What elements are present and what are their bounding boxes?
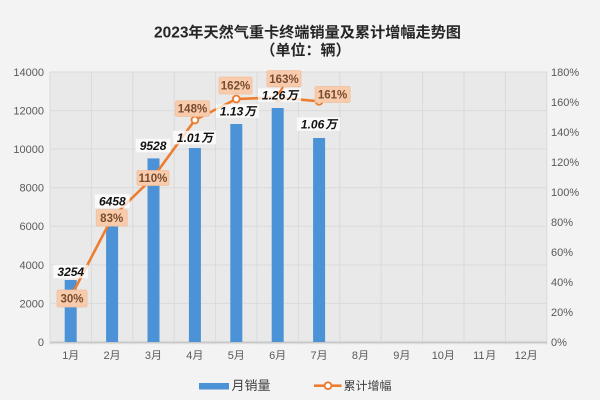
svg-text:110%: 110% xyxy=(139,173,168,185)
svg-text:8000: 8000 xyxy=(20,183,44,195)
svg-text:9528: 9528 xyxy=(140,139,167,153)
svg-text:6458: 6458 xyxy=(99,194,126,208)
svg-text:20%: 20% xyxy=(551,307,573,319)
svg-text:30%: 30% xyxy=(60,294,83,306)
svg-text:160%: 160% xyxy=(551,97,579,109)
svg-text:6: 6 xyxy=(269,350,275,362)
svg-text:1.06: 1.06 xyxy=(301,117,325,131)
svg-text:12000: 12000 xyxy=(13,106,44,118)
svg-text:1.13: 1.13 xyxy=(220,104,244,118)
svg-text:12: 12 xyxy=(515,350,527,362)
svg-text:3254: 3254 xyxy=(57,265,84,279)
svg-text:83%: 83% xyxy=(100,213,123,225)
svg-text:5: 5 xyxy=(228,350,234,362)
svg-text:1: 1 xyxy=(62,350,68,362)
svg-text:162%: 162% xyxy=(221,81,250,93)
svg-text:0%: 0% xyxy=(551,337,567,349)
svg-text:10: 10 xyxy=(432,350,444,362)
svg-text:3: 3 xyxy=(145,350,151,362)
svg-text:8: 8 xyxy=(352,350,358,362)
svg-text:4000: 4000 xyxy=(20,260,44,272)
svg-text:40%: 40% xyxy=(551,277,573,289)
svg-text:80%: 80% xyxy=(551,217,573,229)
svg-text:2000: 2000 xyxy=(20,298,44,310)
svg-text:2: 2 xyxy=(104,350,110,362)
svg-text:180%: 180% xyxy=(551,67,579,79)
svg-text:2023: 2023 xyxy=(154,25,189,42)
svg-text:148%: 148% xyxy=(178,104,207,116)
svg-text:10000: 10000 xyxy=(13,144,44,156)
svg-text:120%: 120% xyxy=(551,157,579,169)
svg-text:4: 4 xyxy=(186,350,192,362)
svg-text:7: 7 xyxy=(311,350,317,362)
svg-text:163%: 163% xyxy=(269,74,298,86)
svg-text:1.01: 1.01 xyxy=(177,131,201,145)
svg-text:0: 0 xyxy=(38,337,44,349)
svg-text:14000: 14000 xyxy=(13,67,44,79)
svg-text:60%: 60% xyxy=(551,247,573,259)
svg-text:9: 9 xyxy=(393,350,399,362)
svg-text:100%: 100% xyxy=(551,187,579,199)
svg-text:6000: 6000 xyxy=(20,221,44,233)
svg-text:161%: 161% xyxy=(318,90,347,102)
svg-text:11: 11 xyxy=(473,350,484,362)
svg-text:140%: 140% xyxy=(551,127,579,139)
